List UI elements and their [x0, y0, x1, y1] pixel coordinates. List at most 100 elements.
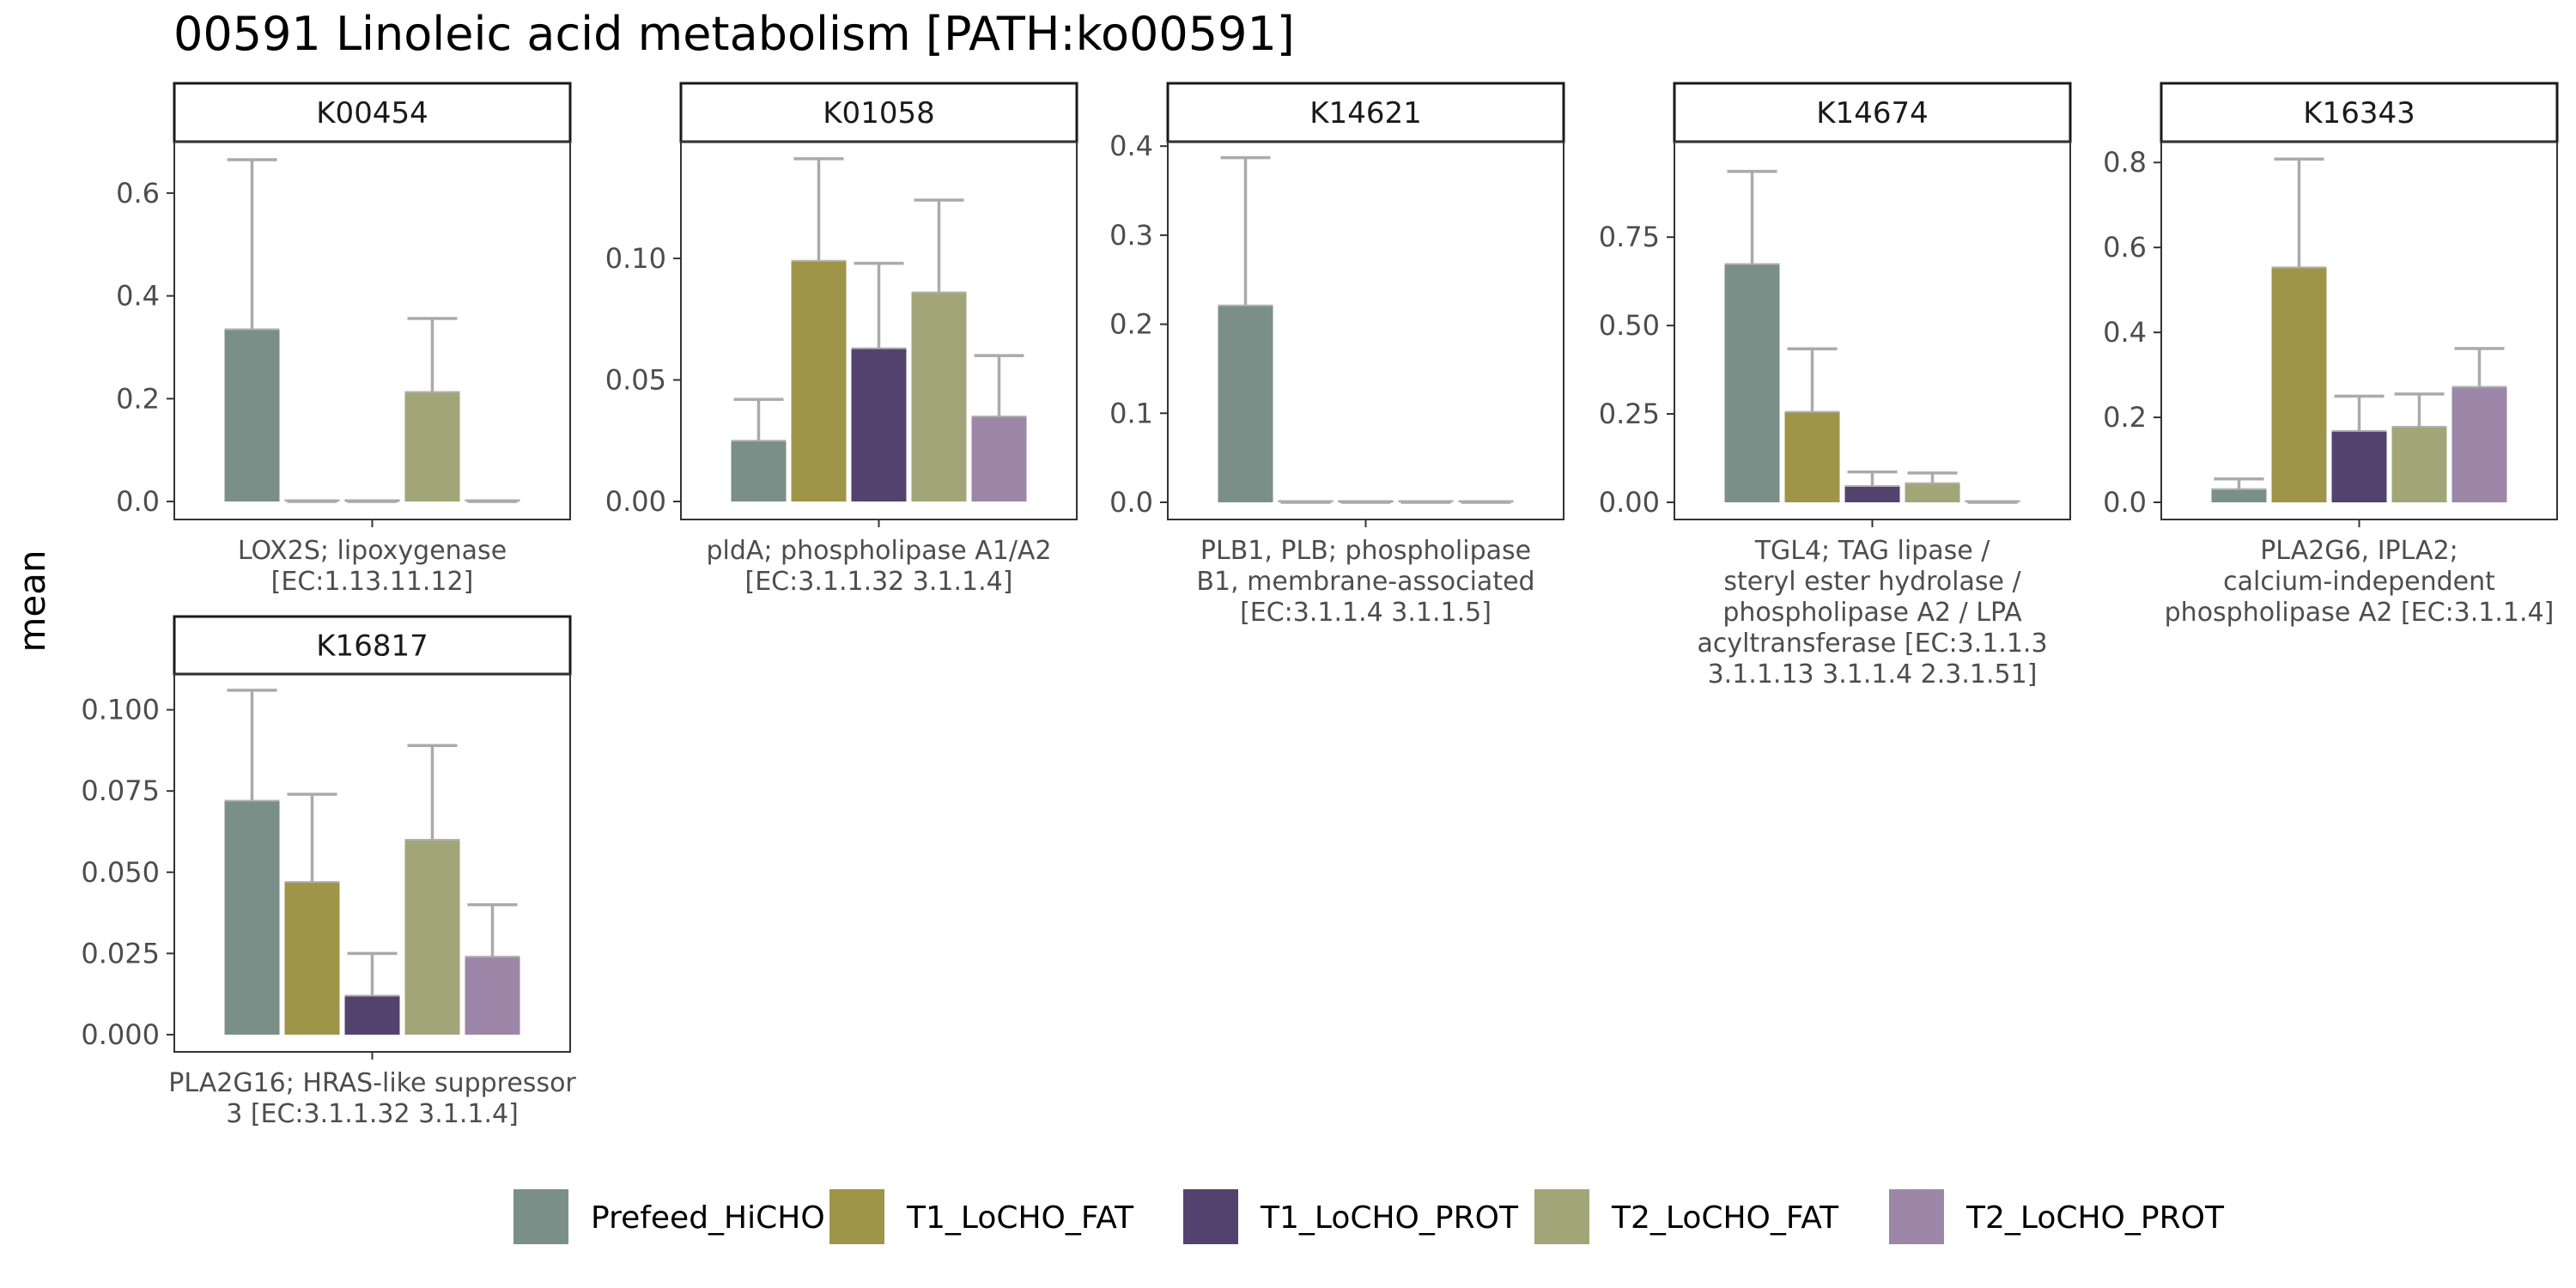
y-tick-label: 0.25	[1599, 398, 1660, 430]
strip-header	[1673, 82, 2072, 143]
bar-Prefeed_HiCHO	[1218, 305, 1273, 502]
bar-Prefeed_HiCHO	[224, 800, 280, 1035]
error-bar-T2_LoCHO_FAT	[914, 198, 964, 293]
legend-label: T1_LoCHO_PROT	[1260, 1200, 1519, 1236]
error-bar-T1_LoCHO_FAT	[287, 793, 337, 883]
y-tick-label: 0.05	[605, 363, 666, 396]
legend-label: T2_LoCHO_FAT	[1611, 1200, 1839, 1236]
bar-Prefeed_HiCHO	[731, 440, 787, 502]
y-tick-label: 0.8	[2103, 146, 2147, 179]
error-bar-T1_LoCHO_FAT	[793, 157, 844, 261]
facet-panel-K16817: K16817 0.000 0.025 0.050 0.075 0.100 PLA2G16; …	[81, 615, 576, 1129]
error-bar-T1_LoCHO_FAT	[2274, 157, 2324, 268]
strip-header	[679, 82, 1078, 143]
y-tick-label: 0.75	[1599, 221, 1660, 253]
y-tick-label: 0.4	[1109, 130, 1153, 162]
error-bar-Prefeed_HiCHO	[1727, 169, 1777, 264]
y-tick-label: 0.6	[116, 177, 160, 210]
x-category-label: PLA2G16; HRAS-like suppressor 3 [EC:3.1.1…	[168, 1068, 576, 1129]
legend-swatch	[1889, 1189, 1944, 1244]
legend-item-T1_LoCHO_FAT: T1_LoCHO_FAT	[829, 1189, 1134, 1244]
bar-T1_LoCHO_FAT	[2271, 267, 2327, 503]
legend-label: T1_LoCHO_FAT	[906, 1200, 1134, 1236]
y-tick-label: 0.4	[2103, 316, 2147, 349]
error-bar-Prefeed_HiCHO	[227, 158, 277, 330]
y-tick-label: 0.050	[81, 856, 160, 889]
y-tick-label: 0.10	[605, 242, 666, 275]
facet-panel-K01058: K01058 0.00 0.05 0.10 pldA; phospholipase A1…	[605, 82, 1078, 597]
facet-panel-K14674: K14674 0.00 0.25 0.50 0.75 TGL4; TAG lipase /…	[1599, 82, 2072, 690]
y-tick-label: 0.075	[81, 775, 160, 807]
bar-T1_LoCHO_PROT	[1844, 486, 1900, 502]
legend-item-Prefeed_HiCHO: Prefeed_HiCHO	[513, 1189, 825, 1244]
x-category-label: PLA2G6, IPLA2; calcium-independent phospho…	[2165, 536, 2555, 628]
bar-T1_LoCHO_PROT	[851, 348, 907, 502]
bar-Prefeed_HiCHO	[2211, 489, 2267, 503]
bar-T2_LoCHO_FAT	[1905, 483, 1960, 502]
error-bar-T1_LoCHO_PROT	[854, 261, 904, 349]
strip-label: K14674	[1816, 96, 1928, 131]
bar-T1_LoCHO_FAT	[284, 882, 340, 1035]
y-tick-label: 0.0	[116, 485, 160, 518]
y-tick-label: 0.025	[81, 937, 160, 969]
y-axis-label: mean	[11, 550, 53, 652]
x-category-label: TGL4; TAG lipase / steryl ester hydrolase…	[1697, 536, 2047, 690]
legend-label: Prefeed_HiCHO	[591, 1200, 825, 1236]
error-bar-T1_LoCHO_FAT	[1787, 347, 1838, 412]
bar-Prefeed_HiCHO	[224, 329, 280, 502]
error-bar-T1_LoCHO_PROT	[1847, 470, 1898, 487]
error-bar-Prefeed_HiCHO	[227, 689, 277, 801]
legend-item-T1_LoCHO_PROT: T1_LoCHO_PROT	[1183, 1189, 1519, 1244]
bar-T2_LoCHO_FAT	[404, 839, 460, 1035]
error-bar-T1_LoCHO_PROT	[2334, 394, 2385, 431]
y-tick-label: 0.2	[1109, 308, 1153, 341]
y-tick-label: 0.2	[116, 382, 160, 415]
strip-label: K00454	[316, 96, 428, 131]
legend-swatch	[1534, 1189, 1589, 1244]
bar-T1_LoCHO_PROT	[2331, 430, 2387, 503]
y-tick-label: 0.0	[1109, 486, 1153, 519]
y-tick-label: 0.50	[1599, 309, 1660, 342]
facet-panel-K14621: K14621 0.0 0.1 0.2 0.3 0.4 PLB1, PLB; phosphol…	[1109, 82, 1565, 628]
strip-header	[173, 82, 572, 143]
error-bar-T2_LoCHO_FAT	[1907, 471, 1958, 483]
legend-item-T2_LoCHO_FAT: T2_LoCHO_FAT	[1534, 1189, 1839, 1244]
bar-T1_LoCHO_PROT	[344, 995, 400, 1035]
y-tick-label: 0.100	[81, 694, 160, 726]
y-tick-label: 0.3	[1109, 219, 1153, 252]
error-bar-Prefeed_HiCHO	[1220, 155, 1271, 306]
error-bar-T2_LoCHO_FAT	[407, 317, 458, 392]
strip-header	[1166, 82, 1565, 143]
strip-header	[173, 615, 572, 676]
strip-header	[2160, 82, 2559, 143]
y-tick-label: 0.000	[81, 1018, 160, 1051]
error-bar-Prefeed_HiCHO	[2214, 477, 2264, 489]
strip-label: K16817	[316, 629, 428, 664]
legend-swatch	[1183, 1189, 1238, 1244]
y-tick-label: 0.2	[2103, 401, 2147, 434]
x-category-label: pldA; phospholipase A1/A2 [EC:3.1.1.32 3.…	[706, 536, 1051, 597]
bar-T2_LoCHO_FAT	[2391, 426, 2447, 503]
bar-T1_LoCHO_FAT	[1784, 411, 1840, 502]
y-tick-label: 0.00	[1599, 486, 1660, 519]
bar-T2_LoCHO_FAT	[911, 292, 967, 502]
bar-T2_LoCHO_FAT	[404, 392, 460, 502]
bar-T2_LoCHO_PROT	[971, 416, 1027, 502]
facet-panel-K16343: K16343 0.0 0.2 0.4 0.6 0.8 PLA2G6, IPLA2; calci…	[2103, 82, 2559, 628]
y-tick-label: 0.1	[1109, 397, 1153, 429]
bar-T1_LoCHO_FAT	[791, 260, 847, 502]
legend-item-T2_LoCHO_PROT: T2_LoCHO_PROT	[1889, 1189, 2225, 1244]
bar-Prefeed_HiCHO	[1724, 264, 1780, 502]
error-bar-T1_LoCHO_PROT	[347, 951, 398, 996]
x-category-label: PLB1, PLB; phospholipase B1, membrane-ass…	[1196, 536, 1534, 628]
y-tick-label: 0.0	[2103, 486, 2147, 519]
legend-swatch	[829, 1189, 884, 1244]
y-tick-label: 0.6	[2103, 231, 2147, 264]
strip-label: K14621	[1309, 96, 1421, 131]
bar-T2_LoCHO_PROT	[465, 957, 520, 1035]
error-bar-T2_LoCHO_FAT	[2394, 392, 2445, 427]
bar-T2_LoCHO_PROT	[2451, 386, 2507, 503]
chart-title: 00591 Linoleic acid metabolism [PATH:ko0…	[173, 7, 1295, 61]
x-category-label: LOX2S; lipoxygenase [EC:1.13.11.12]	[238, 536, 507, 597]
